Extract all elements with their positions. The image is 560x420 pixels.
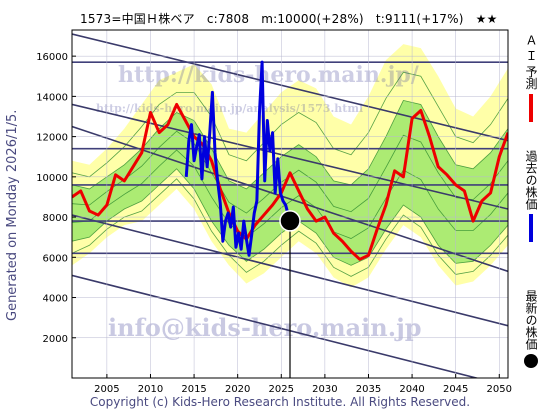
y-tick-label: 12000 bbox=[36, 133, 68, 144]
x-tick-label: 2050 bbox=[487, 384, 512, 395]
legend-latest-price: 最新の株価 bbox=[520, 290, 542, 368]
watermark-email: info@kids-hero.main.jp bbox=[108, 313, 422, 342]
x-tick-label: 2010 bbox=[138, 384, 163, 395]
target-price: m:10000(+28%) bbox=[261, 12, 364, 26]
legend-ai-label: Ａ Ｉ 予測 bbox=[524, 34, 538, 90]
stock-code-name: 1573=中国Ｈ株ベア bbox=[80, 12, 195, 26]
rating-stars: ★★ bbox=[475, 12, 498, 26]
current-price: c:7808 bbox=[206, 12, 250, 26]
plot-area: http://kids-hero.main.jp/http://kids-her… bbox=[72, 30, 508, 378]
y-tick-label: 14000 bbox=[36, 92, 68, 103]
x-tick-label: 2040 bbox=[399, 384, 424, 395]
legend-ai-swatch bbox=[529, 93, 533, 122]
x-tick-label: 2045 bbox=[443, 384, 468, 395]
latest-price-marker bbox=[279, 210, 301, 232]
legend-ai-forecast: Ａ Ｉ 予測 bbox=[520, 34, 542, 122]
series-ai-forecast-line bbox=[72, 102, 508, 261]
y-tick-label: 16000 bbox=[36, 52, 68, 63]
chart-header: 1573=中国Ｈ株ベア c:7808 m:10000(+28%) t:9111(… bbox=[80, 10, 520, 27]
trend-line bbox=[72, 103, 508, 210]
y-tick-label: 2000 bbox=[43, 334, 68, 345]
x-tick-label: 2015 bbox=[181, 384, 206, 395]
copyright-notice: Copyright (c) Kids-Hero Research Institu… bbox=[89, 395, 471, 409]
watermark-url: http://kids-hero.main.jp/ bbox=[118, 62, 420, 88]
forecast-price: t:9111(+17%) bbox=[375, 12, 464, 26]
forecast-band-inner bbox=[72, 100, 508, 266]
band-contour-line bbox=[72, 71, 508, 178]
plot-frame bbox=[71, 29, 509, 379]
x-tick-label: 2005 bbox=[94, 384, 119, 395]
y-tick-label: 10000 bbox=[36, 173, 68, 184]
band-contour-line bbox=[72, 149, 508, 239]
trend-line bbox=[72, 33, 508, 142]
series-past-price-line bbox=[184, 60, 292, 257]
watermark-analysis-url: http://kids-hero.main.jp/analysis/1573.h… bbox=[96, 102, 363, 115]
trend-line bbox=[72, 125, 508, 273]
x-tick-label: 2025 bbox=[269, 384, 294, 395]
legend-past-swatch bbox=[529, 214, 533, 242]
generated-date-label: Generated on Monday 2026/1/5. bbox=[5, 109, 20, 321]
x-tick-label: 2030 bbox=[312, 384, 337, 395]
legend-latest-marker bbox=[524, 354, 538, 368]
x-tick-label: 2020 bbox=[225, 384, 250, 395]
x-tick-label: 2035 bbox=[356, 384, 381, 395]
y-tick-label: 4000 bbox=[43, 294, 68, 305]
legend-latest-label: 最新の株価 bbox=[524, 290, 538, 350]
y-tick-label: 6000 bbox=[43, 253, 68, 264]
legend-past-price: 過去の株価 bbox=[520, 150, 542, 242]
legend-past-label: 過去の株価 bbox=[524, 150, 538, 210]
y-tick-label: 8000 bbox=[43, 213, 68, 224]
